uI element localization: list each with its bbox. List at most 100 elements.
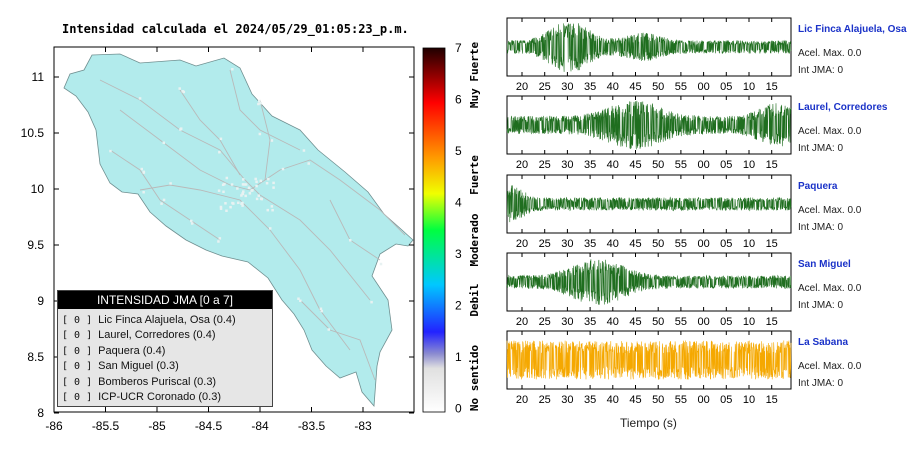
- map-x-tick: -85: [148, 419, 166, 433]
- waveform-x-tick: 45: [629, 238, 641, 250]
- map-title: Intensidad calculada el 2024/05/29_01:05…: [62, 22, 409, 36]
- waveform-x-tick: 40: [607, 81, 619, 93]
- station-jma-intensity: Int JMA: 0: [798, 222, 844, 233]
- waveform-x-tick: 55: [675, 238, 687, 250]
- waveform-x-tick: 00: [697, 394, 709, 406]
- station-name: La Sabana: [798, 337, 849, 348]
- waveform-x-tick: 10: [743, 238, 755, 250]
- waveform-x-tick: 05: [720, 159, 732, 171]
- time-axis-label: Tiempo (s): [620, 416, 677, 430]
- waveform-x-tick: 10: [743, 81, 755, 93]
- scale-number: 7: [455, 41, 462, 55]
- waveform-x-tick: 05: [720, 316, 732, 328]
- waveform-x-tick: 55: [675, 81, 687, 93]
- waveform-panel: 20 25 30 35 40 45 50 55 00 05 10 15: [506, 17, 792, 93]
- scale-number: 6: [455, 93, 462, 107]
- station-max-accel: Acel. Max. 0.0: [798, 361, 862, 372]
- scale-number: 5: [455, 144, 462, 158]
- waveform-x-tick: 30: [561, 81, 573, 93]
- waveform-x-tick: 15: [766, 316, 778, 328]
- intensity-legend: INTENSIDAD JMA [0 a 7] [ 0 ] Lic Finca Al…: [57, 290, 273, 407]
- waveform-panel: 20 25 30 35 40 45 50 55 00 05 10 15: [506, 174, 792, 250]
- waveform-x-tick: 10: [743, 316, 755, 328]
- waveform-x-tick: 10: [743, 394, 755, 406]
- map-y-tick: 10: [31, 182, 45, 196]
- station-max-accel: Acel. Max. 0.0: [798, 283, 862, 294]
- color-scale-numbers: 7 6 5 4 3 2 1 0: [455, 41, 462, 416]
- waveform-x-tick: 45: [629, 159, 641, 171]
- map-y-tick: 8.5: [27, 350, 44, 364]
- waveform-x-tick: 30: [561, 159, 573, 171]
- scale-number: 0: [455, 402, 462, 416]
- legend-label: Lic Finca Alajuela, Osa (0.4): [98, 314, 236, 326]
- waveform-x-tick: 45: [629, 81, 641, 93]
- scale-word: No sentido: [468, 345, 481, 412]
- legend-label: Laurel, Corredores (0.4): [98, 329, 216, 342]
- waveform-trace: [506, 100, 792, 150]
- legend-level: [ 0 ]: [62, 315, 93, 326]
- station-max-accel: Acel. Max. 0.0: [798, 48, 862, 59]
- legend-level: [ 0 ]: [62, 330, 93, 342]
- waveform-x-tick: 15: [766, 159, 778, 171]
- waveform-x-tick: 40: [607, 394, 619, 406]
- waveform-x-tick: 25: [539, 316, 551, 328]
- map-x-axis: -86 -85.5 -85 -84.5 -84 -83.5 -83: [45, 47, 372, 433]
- legend-level: [ 0 ]: [62, 376, 93, 388]
- waveform-x-tick: 15: [766, 238, 778, 250]
- scale-number: 1: [455, 350, 462, 364]
- waveform-x-tick: 45: [629, 394, 641, 406]
- scale-number: 2: [455, 299, 462, 313]
- waveform-x-tick: 55: [675, 316, 687, 328]
- waveform-x-tick: 30: [561, 394, 573, 406]
- waveform-x-tick: 35: [584, 81, 596, 93]
- waveform-x-tick: 50: [652, 316, 664, 328]
- waveform-x-tick: 55: [675, 159, 687, 171]
- waveform-x-tick: 40: [607, 159, 619, 171]
- waveform-x-tick: 35: [584, 394, 596, 406]
- map-x-tick: -85.5: [92, 419, 120, 433]
- waveform-x-tick: 00: [697, 159, 709, 171]
- waveform-x-tick: 55: [675, 394, 687, 406]
- legend-row: [ 0 ] Paquera (0.4): [58, 344, 272, 359]
- station-name: Paquera: [798, 181, 838, 192]
- map-y-tick: 9.5: [27, 238, 44, 252]
- map-y-tick: 10.5: [21, 126, 45, 140]
- waveform-x-tick: 25: [539, 394, 551, 406]
- waveform-panel: 20 25 30 35 40 45 50 55 00 05 10 15: [506, 252, 792, 328]
- waveform-x-tick: 45: [629, 316, 641, 328]
- station-jma-intensity: Int JMA: 0: [798, 65, 844, 76]
- waveform-x-tick: 20: [516, 81, 528, 93]
- scale-word: Fuerte: [468, 155, 481, 195]
- station-jma-intensity: Int JMA: 0: [798, 143, 844, 154]
- waveform-x-tick: 30: [561, 238, 573, 250]
- waveform-x-tick: 20: [516, 159, 528, 171]
- town-markers: [109, 68, 383, 331]
- waveform-x-tick: 05: [720, 394, 732, 406]
- waveform-x-tick: 40: [607, 238, 619, 250]
- map-y-axis: 11 10.5 10 9.5 9 8.5 8: [21, 70, 414, 420]
- waveform-x-tick: 15: [766, 394, 778, 406]
- scale-number: 4: [455, 196, 462, 210]
- legend-rows: [ 0 ] Lic Finca Alajuela, Osa (0.4) [ 0 ] L…: [58, 309, 272, 405]
- legend-label: ICP-UCR Coronado (0.3): [98, 390, 221, 403]
- waveform-x-tick: 40: [607, 316, 619, 328]
- waveform-x-tick: 35: [584, 159, 596, 171]
- waveform-x-tick: 25: [539, 81, 551, 93]
- color-scale-words: Muy Fuerte Fuerte Moderado Debil No sentido: [468, 42, 481, 412]
- scale-word: Debil: [468, 283, 481, 316]
- legend-level: [ 0 ]: [62, 391, 93, 403]
- map-x-tick: -83.5: [298, 419, 326, 433]
- map-x-tick: -84: [251, 419, 269, 433]
- legend-label: Bomberos Puriscal (0.3): [98, 375, 217, 388]
- waveform-x-tick: 00: [697, 81, 709, 93]
- map-y-tick: 11: [32, 70, 45, 84]
- waveform-trace: [507, 23, 792, 72]
- waveform-x-tick: 50: [652, 81, 664, 93]
- legend-row: [ 0 ] ICP-UCR Coronado (0.3): [58, 390, 272, 405]
- waveform-x-tick: 30: [561, 316, 573, 328]
- legend-row: [ 0 ] Lic Finca Alajuela, Osa (0.4): [58, 313, 272, 328]
- legend-label: San Miguel (0.3): [98, 360, 179, 373]
- waveform-x-tick: 25: [539, 238, 551, 250]
